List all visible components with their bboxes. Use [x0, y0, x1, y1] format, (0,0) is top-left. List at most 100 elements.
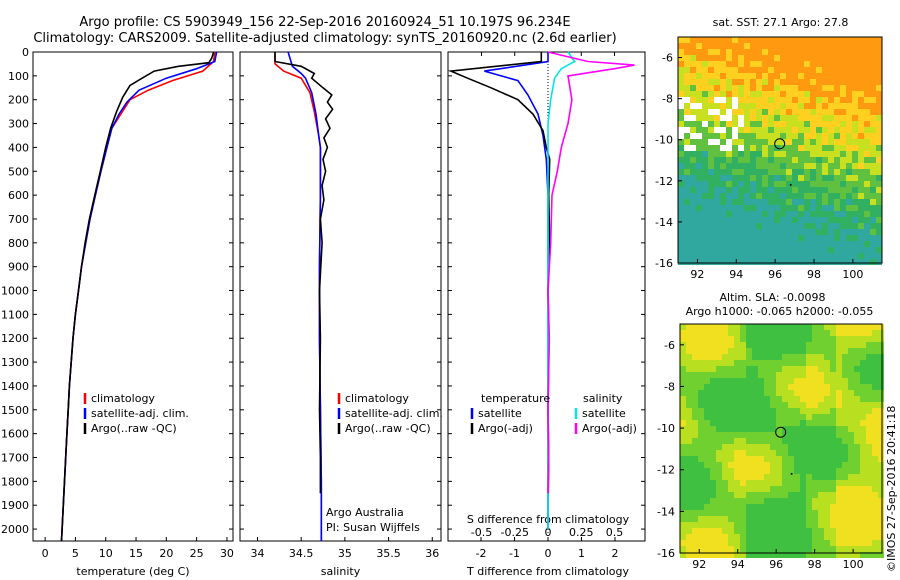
map-top-cell [816, 49, 822, 55]
map-top-cell [876, 223, 882, 229]
map-top-cell [858, 205, 864, 211]
map-bottom-cell [770, 450, 776, 456]
map-bottom-cell [800, 420, 806, 426]
map-bottom-cell [710, 540, 716, 546]
map-top-cell [774, 55, 780, 61]
map-bottom-cell [830, 486, 836, 492]
map-top-cell [708, 115, 714, 121]
map-top-cell [876, 121, 882, 127]
map-bottom-cell [812, 468, 818, 474]
map-top-cell [810, 61, 816, 67]
map-bottom-cell [830, 450, 836, 456]
map-bottom-cell [764, 420, 770, 426]
map-top-cell [726, 193, 732, 199]
map-top-argo-location-marker [774, 138, 786, 150]
map-top-cell [876, 235, 882, 241]
map-top-cell [690, 199, 696, 205]
map-top-cell [678, 151, 684, 157]
map-bottom-cell [782, 420, 788, 426]
map-bottom-cell [770, 480, 776, 486]
map-top-cell [762, 49, 768, 55]
map-bottom-cell [752, 384, 758, 390]
map-top-cell [702, 79, 708, 85]
map-bottom-cell [734, 444, 740, 450]
map-top-cell [816, 115, 822, 121]
map-top-cell [738, 217, 744, 223]
map-top-cell [828, 79, 834, 85]
map-bottom-cell [764, 330, 770, 336]
map-bottom-cell [794, 540, 800, 546]
map-bottom-cell [782, 378, 788, 384]
map-bottom-cell [788, 414, 794, 420]
map-top-cell [804, 169, 810, 175]
map-bottom-lon-label: 98 [808, 558, 822, 571]
map-top-cell [678, 229, 684, 235]
map-top-cell [810, 133, 816, 139]
map-top-cell [822, 139, 828, 145]
map-top-cell [690, 127, 696, 133]
map-bottom-cell [680, 480, 686, 486]
map-bottom-cell [722, 438, 728, 444]
map-bottom-cell [746, 426, 752, 432]
map-bottom-cell [854, 414, 860, 420]
map-bottom-cell [866, 402, 872, 408]
map-bottom-cell [836, 522, 842, 528]
map-top-cell [756, 187, 762, 193]
map-top-cell [798, 229, 804, 235]
map-top-cell [828, 85, 834, 91]
map-bottom-cell [806, 426, 812, 432]
map-bottom-cell [734, 414, 740, 420]
map-top-cell [870, 175, 876, 181]
map-bottom-cell [848, 486, 854, 492]
map-bottom-cell [752, 324, 758, 330]
map-top-cell [858, 145, 864, 151]
map-top-cell [816, 169, 822, 175]
map-top-cell [786, 253, 792, 259]
map-bottom-cell [752, 528, 758, 534]
map-top-cell [876, 247, 882, 253]
map-bottom-cell [806, 342, 812, 348]
map-top-cell [678, 241, 684, 247]
map-top-cell [840, 181, 846, 187]
map-bottom-cell [824, 522, 830, 528]
map-bottom-cell [692, 516, 698, 522]
map-top-cell [690, 223, 696, 229]
map-top-cell [816, 85, 822, 91]
map-bottom-cell [866, 546, 872, 552]
map-top-cell [678, 247, 684, 253]
map-top-cell [690, 217, 696, 223]
map-top-cell [792, 37, 798, 43]
map-top-cell [828, 259, 834, 265]
map-bottom-cell [728, 402, 734, 408]
map-top-cell [876, 139, 882, 145]
map-bottom-cell [692, 414, 698, 420]
map-bottom-cell [752, 546, 758, 552]
map-bottom-cell [818, 348, 824, 354]
map-top-cell [792, 79, 798, 85]
map-top-cell [714, 43, 720, 49]
map-top-cell [870, 193, 876, 199]
map-bottom-cell [788, 540, 794, 546]
map-bottom-cell [722, 516, 728, 522]
map-top-cell [702, 103, 708, 109]
map-top-cell [786, 193, 792, 199]
map-bottom-cell [794, 498, 800, 504]
map-top-cell [708, 223, 714, 229]
map-bottom-cell [848, 342, 854, 348]
map-top-cell [702, 217, 708, 223]
map-top-cell [828, 145, 834, 151]
map-top-cell [798, 151, 804, 157]
map-bottom-cell [872, 462, 878, 468]
map-top-cell [810, 157, 816, 163]
map-bottom-cell [878, 360, 884, 366]
temperature-x-tick-label: 0 [42, 547, 49, 560]
map-top-cell [828, 241, 834, 247]
map-bottom-cell [734, 504, 740, 510]
map-top-cell [870, 67, 876, 73]
temperature-plot-frame [32, 51, 234, 542]
map-top-cell [678, 217, 684, 223]
map-bottom-cell [692, 468, 698, 474]
map-top-cell [810, 37, 816, 43]
map-bottom-cell [806, 546, 812, 552]
map-bottom-cell [704, 492, 710, 498]
